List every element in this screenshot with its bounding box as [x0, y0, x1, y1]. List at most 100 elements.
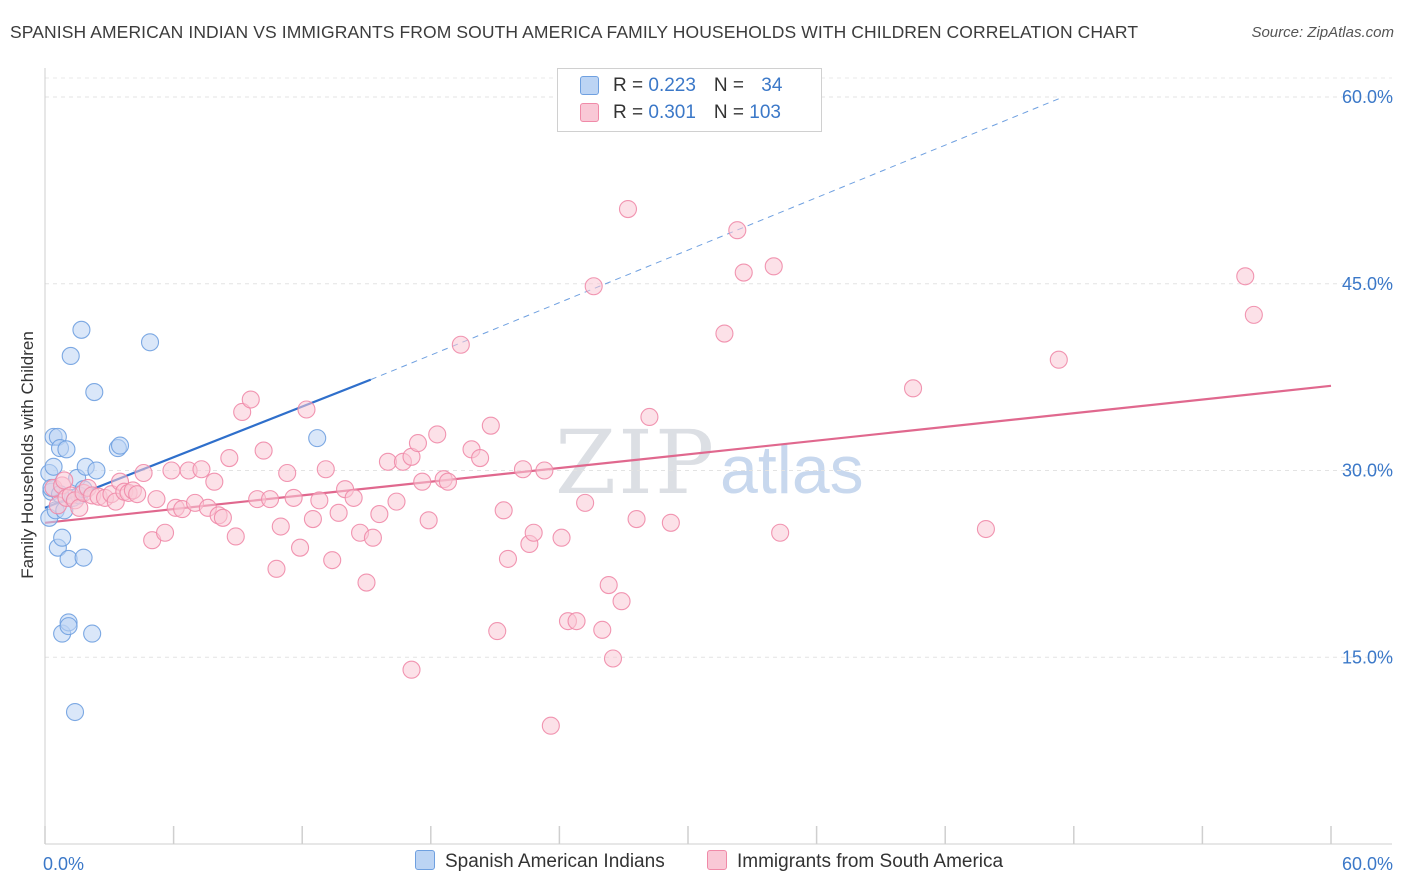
data-point-immigrants-south-america [413, 472, 432, 491]
stats-r-value-1: 0.223 [648, 75, 696, 96]
data-point-immigrants-south-america [481, 416, 500, 435]
data-point-immigrants-south-america [284, 488, 303, 507]
data-point-immigrants-south-america [192, 460, 211, 479]
data-point-immigrants-south-america [297, 400, 316, 419]
data-point-spanish-american-indians [61, 346, 80, 366]
data-point-immigrants-south-america [976, 519, 995, 539]
data-point-immigrants-south-america [1236, 267, 1255, 286]
data-point-immigrants-south-america [254, 441, 273, 460]
stats-swatch-2 [580, 103, 599, 123]
data-point-immigrants-south-america [764, 257, 783, 276]
stats-row-series-2: R = 0.301 N = 103 [580, 102, 781, 126]
y-axis-title: Family Households with Children [18, 331, 37, 579]
data-point-immigrants-south-america [524, 523, 543, 542]
data-point-immigrants-south-america [552, 528, 571, 547]
data-point-immigrants-south-america [241, 390, 260, 409]
data-point-spanish-american-indians [308, 429, 327, 448]
data-point-immigrants-south-america [233, 402, 252, 422]
data-point-spanish-american-indians [57, 440, 76, 459]
data-point-immigrants-south-america [584, 277, 603, 296]
stats-r-label-2: R = [613, 102, 649, 123]
data-point-spanish-american-indians [85, 383, 104, 402]
data-point-immigrants-south-america [715, 324, 734, 343]
legend-swatch-pink [707, 849, 727, 870]
data-point-immigrants-south-america [618, 200, 638, 219]
legend-item-spanish-american-indians: Spanish American Indians [415, 849, 665, 873]
data-point-immigrants-south-america [271, 517, 290, 536]
trend-line-blue [44, 378, 372, 509]
data-point-immigrants-south-america [155, 523, 175, 542]
x-tick-labels: 0.0% 60.0% [43, 854, 1393, 874]
axes [44, 68, 1392, 845]
data-point-spanish-american-indians [74, 548, 93, 567]
stats-swatch-1 [580, 76, 599, 96]
data-point-immigrants-south-america [291, 538, 310, 557]
trend-line-extension-blue [370, 96, 1064, 381]
data-point-immigrants-south-america [408, 434, 427, 453]
data-point-immigrants-south-america [213, 508, 232, 527]
data-point-spanish-american-indians [59, 617, 78, 636]
chart-title: SPANISH AMERICAN INDIAN VS IMMIGRANTS FR… [10, 22, 1139, 42]
stats-n-value-2: 103 [749, 102, 781, 123]
y-tick-label: 60.0% [1342, 87, 1393, 107]
data-points [40, 200, 1263, 735]
x-tick-label-min: 0.0% [43, 854, 84, 874]
data-point-immigrants-south-america [734, 263, 753, 282]
data-point-immigrants-south-america [567, 612, 586, 631]
data-point-immigrants-south-america [612, 592, 631, 611]
data-point-immigrants-south-america [593, 620, 612, 639]
data-point-immigrants-south-america [260, 490, 280, 509]
data-point-immigrants-south-america [661, 513, 680, 532]
data-point-immigrants-south-america [378, 452, 397, 471]
legend-item-immigrants-south-america: Immigrants from South America [707, 849, 1003, 873]
data-point-immigrants-south-america [438, 472, 457, 491]
data-point-immigrants-south-america [1244, 305, 1263, 324]
data-point-immigrants-south-america [278, 463, 297, 483]
data-point-spanish-american-indians [44, 457, 63, 476]
data-point-immigrants-south-america [1049, 350, 1068, 369]
y-tick-label: 45.0% [1342, 274, 1393, 294]
stats-row-series-1: R = 0.223 N = 34 [580, 75, 782, 99]
data-point-immigrants-south-america [267, 559, 286, 578]
stats-n-value-1: 34 [761, 75, 783, 96]
data-point-immigrants-south-america [903, 379, 923, 398]
data-point-immigrants-south-america [344, 488, 363, 507]
data-point-immigrants-south-america [471, 448, 490, 468]
data-point-immigrants-south-america [513, 460, 533, 479]
x-tick-label-max: 60.0% [1342, 854, 1393, 874]
data-point-immigrants-south-america [494, 501, 513, 520]
data-point-immigrants-south-america [627, 510, 646, 529]
stats-r-label-1: R = [613, 75, 649, 96]
data-point-spanish-american-indians [53, 528, 72, 547]
data-point-immigrants-south-america [357, 573, 376, 592]
data-point-spanish-american-indians [140, 333, 160, 352]
data-point-immigrants-south-america [541, 716, 560, 735]
data-point-immigrants-south-america [488, 622, 507, 641]
data-point-immigrants-south-america [640, 407, 659, 427]
data-point-immigrants-south-america [310, 491, 329, 510]
source-label: Source: ZipAtlas.com [1251, 24, 1394, 41]
y-tick-label: 30.0% [1342, 461, 1393, 481]
data-point-immigrants-south-america [303, 510, 322, 529]
data-point-immigrants-south-america [55, 471, 74, 490]
y-tick-labels: 15.0% 30.0% 45.0% 60.0% [1342, 87, 1393, 667]
data-point-spanish-american-indians [72, 320, 91, 339]
data-point-immigrants-south-america [576, 493, 595, 512]
data-point-spanish-american-indians [110, 436, 130, 455]
stats-r-value-2: 0.301 [648, 102, 696, 123]
data-point-immigrants-south-america [323, 551, 342, 570]
data-point-immigrants-south-america [451, 335, 470, 354]
legend-swatch-blue [415, 849, 435, 870]
data-point-immigrants-south-america [134, 463, 153, 483]
data-point-immigrants-south-america [599, 575, 618, 595]
data-point-immigrants-south-america [603, 649, 623, 668]
data-point-spanish-american-indians [65, 702, 85, 722]
data-point-immigrants-south-america [535, 461, 554, 480]
data-point-immigrants-south-america [363, 528, 382, 547]
stats-legend: R = 0.223 N = 34 R = 0.301 N = 103 [557, 68, 822, 132]
data-point-spanish-american-indians [83, 624, 102, 643]
data-point-immigrants-south-america [128, 485, 147, 504]
data-point-immigrants-south-america [419, 511, 438, 530]
data-point-immigrants-south-america [205, 472, 224, 491]
data-point-immigrants-south-america [162, 461, 181, 480]
